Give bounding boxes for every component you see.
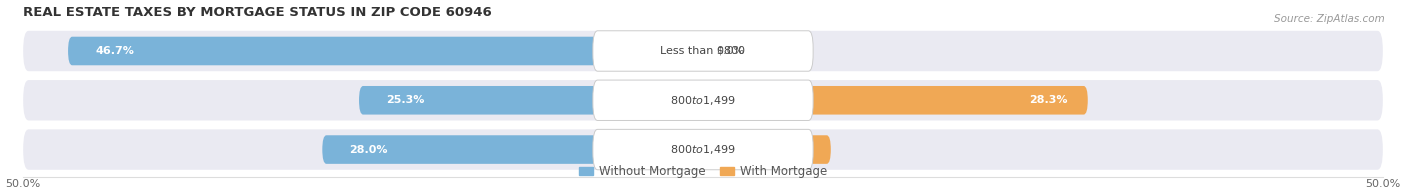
FancyBboxPatch shape: [22, 31, 1384, 71]
FancyBboxPatch shape: [593, 31, 813, 71]
Text: 25.3%: 25.3%: [387, 95, 425, 105]
FancyBboxPatch shape: [67, 37, 703, 65]
FancyBboxPatch shape: [703, 86, 1088, 115]
Text: 0.0%: 0.0%: [717, 46, 745, 56]
Text: 9.4%: 9.4%: [779, 144, 810, 155]
FancyBboxPatch shape: [22, 80, 1384, 121]
Text: $800 to $1,499: $800 to $1,499: [671, 94, 735, 107]
Text: REAL ESTATE TAXES BY MORTGAGE STATUS IN ZIP CODE 60946: REAL ESTATE TAXES BY MORTGAGE STATUS IN …: [22, 5, 492, 19]
Text: 28.0%: 28.0%: [350, 144, 388, 155]
FancyBboxPatch shape: [322, 135, 703, 164]
Text: Source: ZipAtlas.com: Source: ZipAtlas.com: [1274, 14, 1385, 24]
FancyBboxPatch shape: [703, 135, 831, 164]
FancyBboxPatch shape: [359, 86, 703, 115]
FancyBboxPatch shape: [593, 129, 813, 170]
Text: 46.7%: 46.7%: [96, 46, 134, 56]
Text: $800 to $1,499: $800 to $1,499: [671, 143, 735, 156]
Text: 28.3%: 28.3%: [1029, 95, 1067, 105]
FancyBboxPatch shape: [593, 80, 813, 121]
Text: Less than $800: Less than $800: [661, 46, 745, 56]
Legend: Without Mortgage, With Mortgage: Without Mortgage, With Mortgage: [574, 160, 832, 183]
FancyBboxPatch shape: [22, 129, 1384, 170]
